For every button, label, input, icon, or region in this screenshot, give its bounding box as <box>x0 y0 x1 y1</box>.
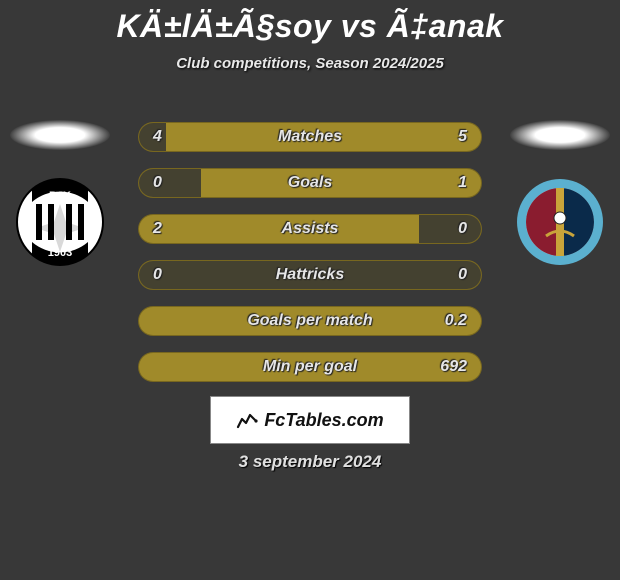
stats-container: 4Matches50Goals12Assists00Hattricks0Goal… <box>138 122 482 398</box>
stat-row: 0Hattricks0 <box>138 260 482 290</box>
spotlight-right <box>510 120 610 150</box>
besiktas-crest-icon: BJK 1903 <box>16 178 104 266</box>
stat-row: 4Matches5 <box>138 122 482 152</box>
stat-label: Min per goal <box>139 353 481 381</box>
stat-label: Hattricks <box>139 261 481 289</box>
stat-value-right: 5 <box>458 123 467 151</box>
stat-value-right: 0 <box>458 215 467 243</box>
stat-label: Goals per match <box>139 307 481 335</box>
stat-label: Matches <box>139 123 481 151</box>
stat-value-right: 692 <box>440 353 467 381</box>
page-title: KÄ±lÄ±Ã§soy vs Ã‡anak <box>0 0 620 45</box>
page-subtitle: Club competitions, Season 2024/2025 <box>0 55 620 72</box>
stat-row: 2Assists0 <box>138 214 482 244</box>
crest-left: BJK 1903 <box>16 178 104 266</box>
date-text: 3 september 2024 <box>0 452 620 472</box>
stat-value-right: 1 <box>458 169 467 197</box>
branding-box: FcTables.com <box>210 396 410 444</box>
crest-right <box>516 178 604 266</box>
stat-label: Assists <box>139 215 481 243</box>
stat-row: Min per goal692 <box>138 352 482 382</box>
trabzonspor-crest-icon <box>516 178 604 266</box>
fctables-logo-icon <box>236 409 258 431</box>
stat-row: Goals per match0.2 <box>138 306 482 336</box>
stat-label: Goals <box>139 169 481 197</box>
stat-value-right: 0 <box>458 261 467 289</box>
stat-value-right: 0.2 <box>445 307 467 335</box>
crest-left-top-text: BJK <box>49 190 71 202</box>
spotlight-left <box>10 120 110 150</box>
stat-row: 0Goals1 <box>138 168 482 198</box>
branding-text: FcTables.com <box>264 410 383 431</box>
left-player-column: BJK 1903 <box>10 120 110 266</box>
right-player-column <box>510 120 610 266</box>
